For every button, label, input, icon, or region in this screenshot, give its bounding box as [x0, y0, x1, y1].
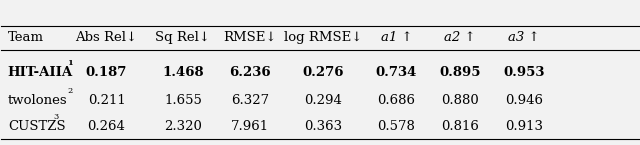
Text: 1.655: 1.655 [164, 94, 202, 107]
Text: 1.468: 1.468 [162, 66, 204, 79]
Text: 2.320: 2.320 [164, 120, 202, 133]
Text: HIT-AIIA: HIT-AIIA [8, 66, 73, 79]
Text: Abs Rel↓: Abs Rel↓ [76, 31, 138, 44]
Text: 0.734: 0.734 [376, 66, 417, 79]
Text: a2 ↑: a2 ↑ [444, 31, 476, 44]
Text: 3: 3 [53, 113, 58, 121]
Text: 0.913: 0.913 [505, 120, 543, 133]
Text: 0.816: 0.816 [441, 120, 479, 133]
Text: a1 ↑: a1 ↑ [381, 31, 412, 44]
Text: CUSTZS: CUSTZS [8, 120, 65, 133]
Text: a3 ↑: a3 ↑ [508, 31, 540, 44]
Text: 0.294: 0.294 [304, 94, 342, 107]
Text: 6.236: 6.236 [229, 66, 271, 79]
Text: 0.276: 0.276 [303, 66, 344, 79]
Text: 0.363: 0.363 [304, 120, 342, 133]
Text: 0.953: 0.953 [503, 66, 545, 79]
Text: 0.946: 0.946 [505, 94, 543, 107]
Text: 7.961: 7.961 [231, 120, 269, 133]
Text: 0.895: 0.895 [440, 66, 481, 79]
Text: 0.211: 0.211 [88, 94, 125, 107]
Text: Sq Rel↓: Sq Rel↓ [156, 31, 211, 44]
Text: 0.880: 0.880 [442, 94, 479, 107]
Text: RMSE↓: RMSE↓ [223, 31, 276, 44]
Text: 0.686: 0.686 [378, 94, 415, 107]
Text: 1: 1 [68, 59, 74, 67]
Text: twolones: twolones [8, 94, 67, 107]
Text: 2: 2 [68, 87, 73, 95]
Text: 0.264: 0.264 [88, 120, 125, 133]
Text: log RMSE↓: log RMSE↓ [284, 31, 362, 44]
Text: 6.327: 6.327 [231, 94, 269, 107]
Text: 0.187: 0.187 [86, 66, 127, 79]
Text: Team: Team [8, 31, 44, 44]
Text: 0.578: 0.578 [378, 120, 415, 133]
